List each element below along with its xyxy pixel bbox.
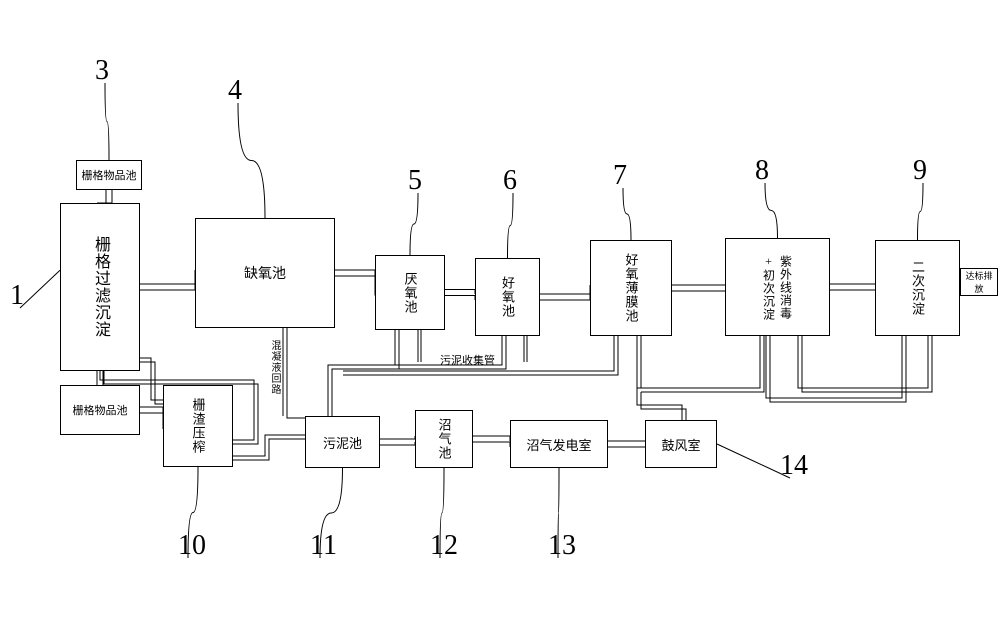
node-label: 二次沉淀 xyxy=(908,260,927,316)
node-label: 好氧池 xyxy=(498,276,517,318)
node-n9: 二次沉淀 xyxy=(875,240,960,336)
node-n10: 栅渣压榨 xyxy=(163,385,233,467)
node-n12: 沼气池 xyxy=(415,410,473,468)
node-label: 好氧薄膜池 xyxy=(622,253,641,323)
num-label-5: 5 xyxy=(408,165,422,197)
node-n8: 紫外线消毒+初次沉淀 xyxy=(725,238,830,336)
node-n7: 好氧薄膜池 xyxy=(590,240,672,336)
num-label-9: 9 xyxy=(913,155,927,187)
node-n6: 好氧池 xyxy=(475,258,540,336)
num-label-1: 1 xyxy=(10,280,24,312)
node-label: 栅格物品池 xyxy=(73,402,128,418)
node-n11: 污泥池 xyxy=(305,416,380,468)
num-label-8: 8 xyxy=(755,155,769,187)
node-n13: 沼气发电室 xyxy=(510,420,608,468)
num-label-4: 4 xyxy=(228,75,242,107)
node-label: 达标排放 xyxy=(963,269,995,295)
num-label-13: 13 xyxy=(548,530,576,562)
num-label-14: 14 xyxy=(780,450,808,482)
node-label: 沼气池 xyxy=(435,418,454,460)
node-n14: 鼓风室 xyxy=(645,420,717,468)
text-label-t_return: 混凝液回路 xyxy=(267,340,282,395)
node-n2b: 栅格物品池 xyxy=(60,385,140,435)
text-label-t_sludge: 污泥收集管 xyxy=(440,352,495,368)
node-label: 栅渣压榨 xyxy=(189,398,208,454)
node-label: 沼气发电室 xyxy=(526,435,591,454)
node-label: 鼓风室 xyxy=(661,435,700,454)
node-label: 紫外线消毒+初次沉淀 xyxy=(761,241,795,333)
num-label-12: 12 xyxy=(430,530,458,562)
node-n1: 栅格过滤沉淀 xyxy=(60,203,140,371)
node-out: 达标排放 xyxy=(960,268,998,296)
num-label-11: 11 xyxy=(310,530,337,562)
num-label-7: 7 xyxy=(613,160,627,192)
node-label: 厌氧池 xyxy=(401,272,420,314)
node-n4: 缺氧池 xyxy=(195,218,335,328)
num-label-3: 3 xyxy=(95,55,109,87)
num-label-10: 10 xyxy=(178,530,206,562)
node-label: 栅格过滤沉淀 xyxy=(88,236,112,338)
node-label: 栅格物品池 xyxy=(82,167,137,183)
node-n2a: 栅格物品池 xyxy=(76,160,142,190)
node-label: 缺氧池 xyxy=(244,263,286,283)
node-label: 污泥池 xyxy=(323,433,362,452)
node-n5: 厌氧池 xyxy=(375,255,445,330)
num-label-6: 6 xyxy=(503,165,517,197)
